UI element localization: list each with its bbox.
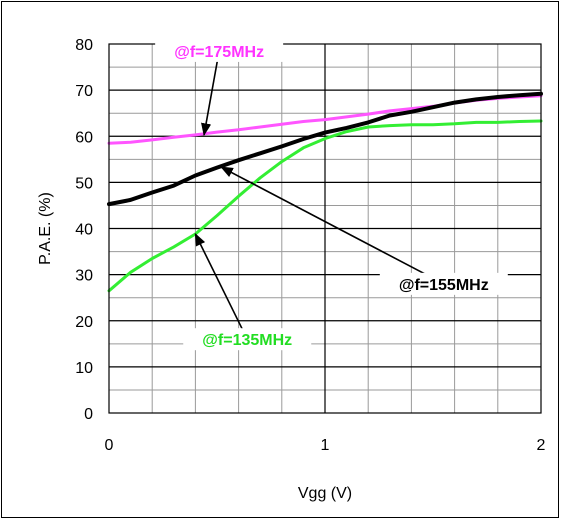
y-tick-label: 20 <box>75 314 93 331</box>
y-axis-label: P.A.E. (%) <box>37 192 54 265</box>
series-layer <box>107 91 543 293</box>
x-tick-label: 1 <box>321 437 330 454</box>
y-tick-label: 30 <box>75 268 93 285</box>
annotation-label: @f=175MHz <box>174 44 264 61</box>
series-line-f-135mhz <box>107 119 543 293</box>
y-tick-label: 10 <box>75 360 93 377</box>
annotation-label-bg <box>379 272 508 295</box>
plot-border <box>108 43 542 414</box>
x-tick-label: 2 <box>537 437 546 454</box>
annotation-label-bg <box>155 39 284 62</box>
y-tick-label: 40 <box>75 222 93 239</box>
annotation-label-bg <box>183 328 312 351</box>
annotation-layer: @f=175MHz @f=155MHz @f=135MHz <box>155 39 508 351</box>
annotation-label: @f=135MHz <box>202 332 292 349</box>
y-tick-label: 80 <box>75 37 93 54</box>
x-tick-label: 0 <box>105 437 114 454</box>
tick-labels: 0 10 20 30 40 50 60 70 80 0 1 2 <box>75 37 545 454</box>
annotation-arrow <box>201 50 220 137</box>
x-axis-label: Vgg (V) <box>298 485 352 502</box>
y-tick-label: 50 <box>75 175 93 192</box>
series-line-f-155mhz <box>107 91 543 207</box>
annotation-arrow <box>220 166 445 285</box>
annotation-arrow <box>194 232 248 340</box>
y-tick-label: 0 <box>84 406 93 423</box>
y-tick-label: 70 <box>75 83 93 100</box>
y-tick-label: 60 <box>75 129 93 146</box>
annotation-label: @f=155MHz <box>399 277 489 294</box>
